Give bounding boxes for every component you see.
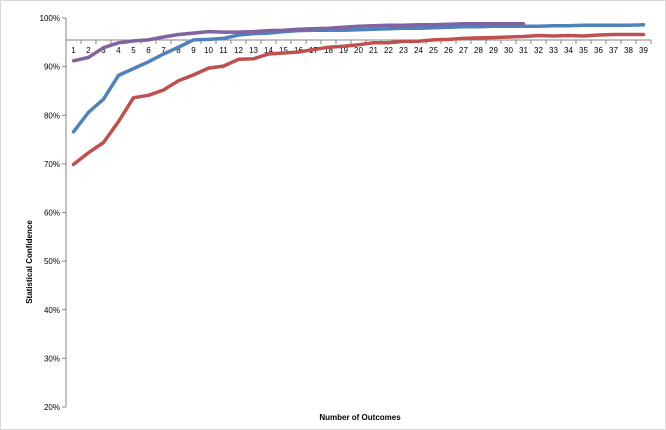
x-tick-label: 22 [384, 46, 393, 55]
x-tick-label: 21 [369, 46, 378, 55]
x-tick-label: 7 [161, 46, 166, 55]
x-tick-label: 10 [204, 46, 213, 55]
x-tick-label: 23 [399, 46, 408, 55]
x-tick-label: 26 [444, 46, 453, 55]
y-tick-label: 20% [44, 403, 60, 412]
y-tick-label: 100% [40, 14, 60, 23]
x-tick-label: 20 [354, 46, 363, 55]
x-tick-label: 5 [131, 46, 136, 55]
x-tick-label: 38 [624, 46, 633, 55]
y-tick-label: 50% [44, 257, 60, 266]
x-tick-label: 30 [504, 46, 513, 55]
series-line-3 [71, 22, 526, 63]
x-tick-label: 24 [414, 46, 423, 55]
x-axis-title: Number of Outcomes [319, 413, 401, 422]
y-axis-title: Statistical Confidence [25, 220, 34, 304]
x-tick-label: 19 [339, 46, 348, 55]
x-tick-label: 29 [489, 46, 498, 55]
y-tick-label: 80% [44, 111, 60, 120]
y-axis: 20% 30% 40% 50% 60% 70% 80% 90% 100% [40, 14, 67, 412]
x-tick-label: 13 [249, 46, 258, 55]
x-tick-label: 15 [279, 46, 288, 55]
x-axis: 1 2 3 4 5 6 7 8 9 10 11 12 13 14 15 16 17 18 19 20 21 22 23 24 2… [65, 39, 652, 55]
x-tick-label: 25 [429, 46, 438, 55]
x-tick-label: 27 [459, 46, 468, 55]
y-tick-label: 40% [44, 306, 60, 315]
x-tick-label: 3 [101, 46, 106, 55]
x-tick-label: 18 [324, 46, 333, 55]
series-line-1 [71, 23, 646, 134]
x-tick-label: 31 [519, 46, 528, 55]
y-tick-label: 30% [44, 354, 60, 363]
x-tick-label: 11 [219, 46, 228, 55]
x-tick-label: 2 [86, 46, 91, 55]
x-tick-label: 35 [579, 46, 588, 55]
x-tick-label: 1 [71, 46, 76, 55]
y-tick-label: 60% [44, 209, 60, 218]
x-tick-label: 8 [176, 46, 181, 55]
y-tick-label: 90% [44, 63, 60, 72]
x-tick-label: 12 [234, 46, 243, 55]
series-line-2 [71, 32, 646, 167]
x-tick-label: 37 [609, 46, 618, 55]
x-tick-label: 28 [474, 46, 483, 55]
x-tick-label: 32 [534, 46, 543, 55]
x-tick-label: 6 [146, 46, 151, 55]
x-tick-label: 14 [264, 46, 273, 55]
y-tick-label: 70% [44, 160, 60, 169]
x-tick-label: 36 [594, 46, 603, 55]
series-layer [71, 22, 646, 167]
x-tick-label: 4 [116, 46, 121, 55]
x-tick-label: 33 [549, 46, 558, 55]
x-tick-label: 39 [639, 46, 648, 55]
x-tick-label: 9 [191, 46, 196, 55]
x-tick-label: 34 [564, 46, 573, 55]
